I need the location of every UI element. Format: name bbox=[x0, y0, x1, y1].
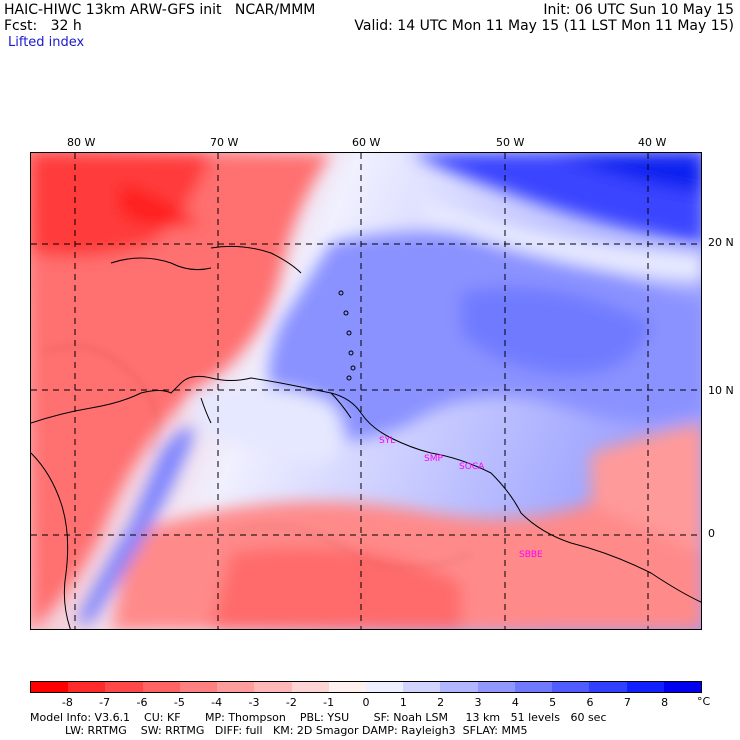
station-smp: SMP bbox=[424, 454, 443, 464]
lifted-index-map: SYL SMP SOCA SBBE bbox=[30, 152, 702, 630]
lat-label-20n: 20 N bbox=[708, 236, 734, 249]
map-canvas: SYL SMP SOCA SBBE bbox=[31, 153, 701, 629]
station-soca: SOCA bbox=[459, 462, 485, 472]
lon-label-70w: 70 W bbox=[210, 136, 239, 149]
colorbar-tick-label: 2 bbox=[437, 696, 445, 709]
init-time: Init: 06 UTC Sun 10 May 15 bbox=[543, 2, 734, 18]
forecast-hour: Fcst: 32 h bbox=[4, 18, 82, 34]
footer-physics-info: LW: RRTMG SW: RRTMG DIFF: full KM: 2D Sm… bbox=[30, 724, 528, 737]
colorbar-tick-label: -3 bbox=[248, 696, 260, 709]
colorbar-segment bbox=[477, 682, 515, 692]
colorbar-segment bbox=[105, 682, 143, 692]
colorbar-tick-label: -5 bbox=[173, 696, 185, 709]
colorbar-segment bbox=[217, 682, 255, 692]
lat-label-10n: 10 N bbox=[708, 384, 734, 397]
colorbar-segment bbox=[68, 682, 106, 692]
colorbar-segment bbox=[328, 682, 366, 692]
colorbar-segment bbox=[291, 682, 329, 692]
lon-label-40w: 40 W bbox=[638, 136, 667, 149]
colorbar-tick-label: 7 bbox=[623, 696, 631, 709]
valid-time: Valid: 14 UTC Mon 11 May 15 (11 LST Mon … bbox=[354, 18, 734, 34]
station-syl: SYL bbox=[379, 436, 395, 446]
colorbar-tick-label: 5 bbox=[549, 696, 557, 709]
lon-label-80w: 80 W bbox=[67, 136, 96, 149]
colorbar-segment bbox=[31, 682, 69, 692]
colorbar-segment bbox=[179, 682, 218, 692]
colorbar-segment bbox=[514, 682, 553, 692]
lon-label-60w: 60 W bbox=[352, 136, 381, 149]
colorbar-segment bbox=[403, 682, 441, 692]
colorbar-tick-label: 0 bbox=[362, 696, 370, 709]
colorbar-tick-label: 4 bbox=[511, 696, 519, 709]
colorbar-tick-label: -7 bbox=[99, 696, 111, 709]
colorbar-tick-label: 6 bbox=[586, 696, 594, 709]
colorbar-tick-label: 8 bbox=[661, 696, 669, 709]
colorbar-unit: °C bbox=[697, 695, 711, 708]
field-name: Lifted index bbox=[8, 35, 85, 50]
station-sbbe: SBBE bbox=[519, 550, 543, 560]
colorbar-segment bbox=[440, 682, 478, 692]
colorbar-tick-label: 1 bbox=[399, 696, 407, 709]
colorbar-tick-label: -4 bbox=[211, 696, 223, 709]
colorbar-segment bbox=[663, 682, 701, 692]
model-title: HAIC-HIWC 13km ARW-GFS init NCAR/MMM bbox=[4, 2, 316, 18]
colorbar-segment bbox=[254, 682, 292, 692]
colorbar-segment bbox=[552, 682, 590, 692]
footer-model-info: Model Info: V3.6.1 CU: KF MP: Thompson P… bbox=[30, 711, 607, 724]
colorbar-segment bbox=[142, 682, 180, 692]
colorbar-tick-label: 3 bbox=[474, 696, 482, 709]
colorbar-tick-label: -1 bbox=[323, 696, 335, 709]
colorbar-tick-label: -8 bbox=[61, 696, 73, 709]
lon-label-50w: 50 W bbox=[496, 136, 525, 149]
colorbar-tick-label: -6 bbox=[136, 696, 148, 709]
lat-label-0: 0 bbox=[708, 527, 715, 540]
colorbar-segment bbox=[365, 682, 404, 692]
colorbar bbox=[30, 681, 702, 693]
colorbar-tick-label: -2 bbox=[285, 696, 297, 709]
colorbar-segment bbox=[589, 682, 627, 692]
colorbar-segment bbox=[626, 682, 664, 692]
